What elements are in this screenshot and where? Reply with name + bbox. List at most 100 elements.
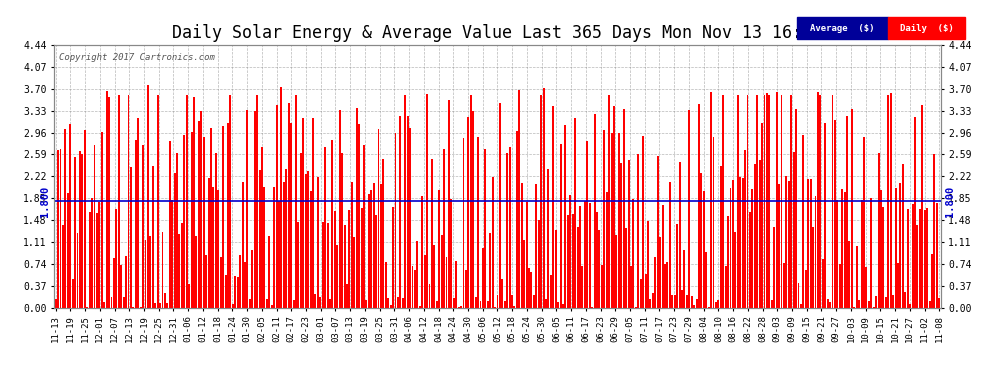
Bar	[783, 263, 785, 308]
Bar	[297, 222, 299, 308]
Bar	[472, 111, 474, 308]
Bar	[846, 116, 848, 308]
Bar	[399, 116, 401, 308]
Bar	[504, 302, 506, 307]
Bar	[740, 177, 742, 308]
Bar	[275, 105, 277, 308]
Bar	[479, 302, 481, 307]
Bar	[91, 198, 93, 308]
Bar	[904, 292, 906, 308]
Bar	[69, 124, 71, 308]
Bar	[263, 187, 265, 308]
Bar	[725, 266, 727, 308]
Bar	[523, 240, 525, 308]
Bar	[569, 195, 571, 308]
Bar	[559, 144, 561, 308]
Bar	[564, 125, 566, 308]
Bar	[355, 108, 357, 307]
Bar	[516, 131, 518, 308]
Bar	[270, 305, 272, 308]
Bar	[465, 270, 467, 308]
Text: Copyright 2017 Cartronics.com: Copyright 2017 Cartronics.com	[58, 53, 215, 62]
Bar	[623, 109, 625, 308]
Bar	[710, 92, 712, 308]
Bar	[603, 130, 605, 308]
Bar	[554, 230, 556, 308]
Bar	[557, 302, 559, 307]
Bar	[108, 97, 110, 308]
Bar	[674, 295, 675, 307]
Bar	[278, 201, 280, 308]
Bar	[467, 117, 469, 308]
Bar	[128, 95, 130, 308]
Bar	[756, 95, 758, 308]
Bar	[225, 275, 227, 308]
Bar	[348, 210, 350, 308]
Bar	[924, 210, 926, 308]
Bar	[138, 118, 140, 308]
Bar	[664, 264, 666, 308]
Bar	[773, 227, 775, 308]
Bar	[434, 245, 436, 308]
Bar	[599, 230, 600, 308]
Bar	[780, 95, 782, 308]
Bar	[256, 95, 258, 308]
Bar	[545, 299, 547, 307]
Bar	[164, 293, 166, 308]
Bar	[392, 207, 394, 308]
Bar	[633, 199, 635, 308]
Bar	[917, 225, 919, 308]
Bar	[853, 307, 855, 308]
Bar	[790, 95, 792, 308]
Bar	[732, 180, 734, 308]
Bar	[768, 95, 770, 308]
Bar	[934, 154, 936, 308]
Bar	[594, 114, 596, 308]
Bar	[601, 265, 603, 308]
Bar	[581, 266, 583, 308]
Bar	[460, 306, 462, 308]
Bar	[342, 153, 344, 308]
Bar	[584, 201, 586, 308]
Bar	[370, 190, 372, 308]
Text: Average  ($): Average ($)	[810, 24, 875, 33]
Bar	[171, 200, 173, 308]
Bar	[86, 307, 88, 308]
Bar	[533, 295, 535, 307]
Bar	[766, 93, 768, 308]
Bar	[494, 307, 496, 308]
Bar	[746, 95, 748, 308]
Bar	[720, 166, 722, 308]
Bar	[897, 263, 899, 308]
Bar	[385, 262, 387, 308]
Bar	[59, 148, 61, 308]
Bar	[429, 284, 431, 308]
Bar	[683, 250, 685, 307]
Bar	[327, 222, 329, 308]
Bar	[261, 147, 263, 308]
Bar	[735, 232, 737, 308]
Bar	[195, 237, 197, 308]
Bar	[506, 153, 508, 308]
Bar	[807, 179, 809, 308]
Bar	[140, 307, 142, 308]
Bar	[511, 294, 513, 307]
Bar	[810, 179, 812, 308]
Bar	[613, 106, 615, 307]
Bar	[651, 293, 653, 308]
Bar	[691, 296, 693, 307]
Bar	[742, 178, 743, 308]
Bar	[574, 118, 576, 308]
Bar	[397, 297, 399, 307]
Bar	[125, 256, 127, 307]
Bar	[382, 159, 384, 308]
Bar	[877, 153, 879, 308]
Bar	[644, 273, 646, 308]
Bar	[868, 301, 870, 307]
Bar	[572, 214, 573, 308]
Bar	[885, 297, 887, 307]
Bar	[350, 182, 352, 308]
Bar	[890, 93, 892, 308]
Bar	[320, 297, 321, 307]
Bar	[339, 110, 341, 308]
